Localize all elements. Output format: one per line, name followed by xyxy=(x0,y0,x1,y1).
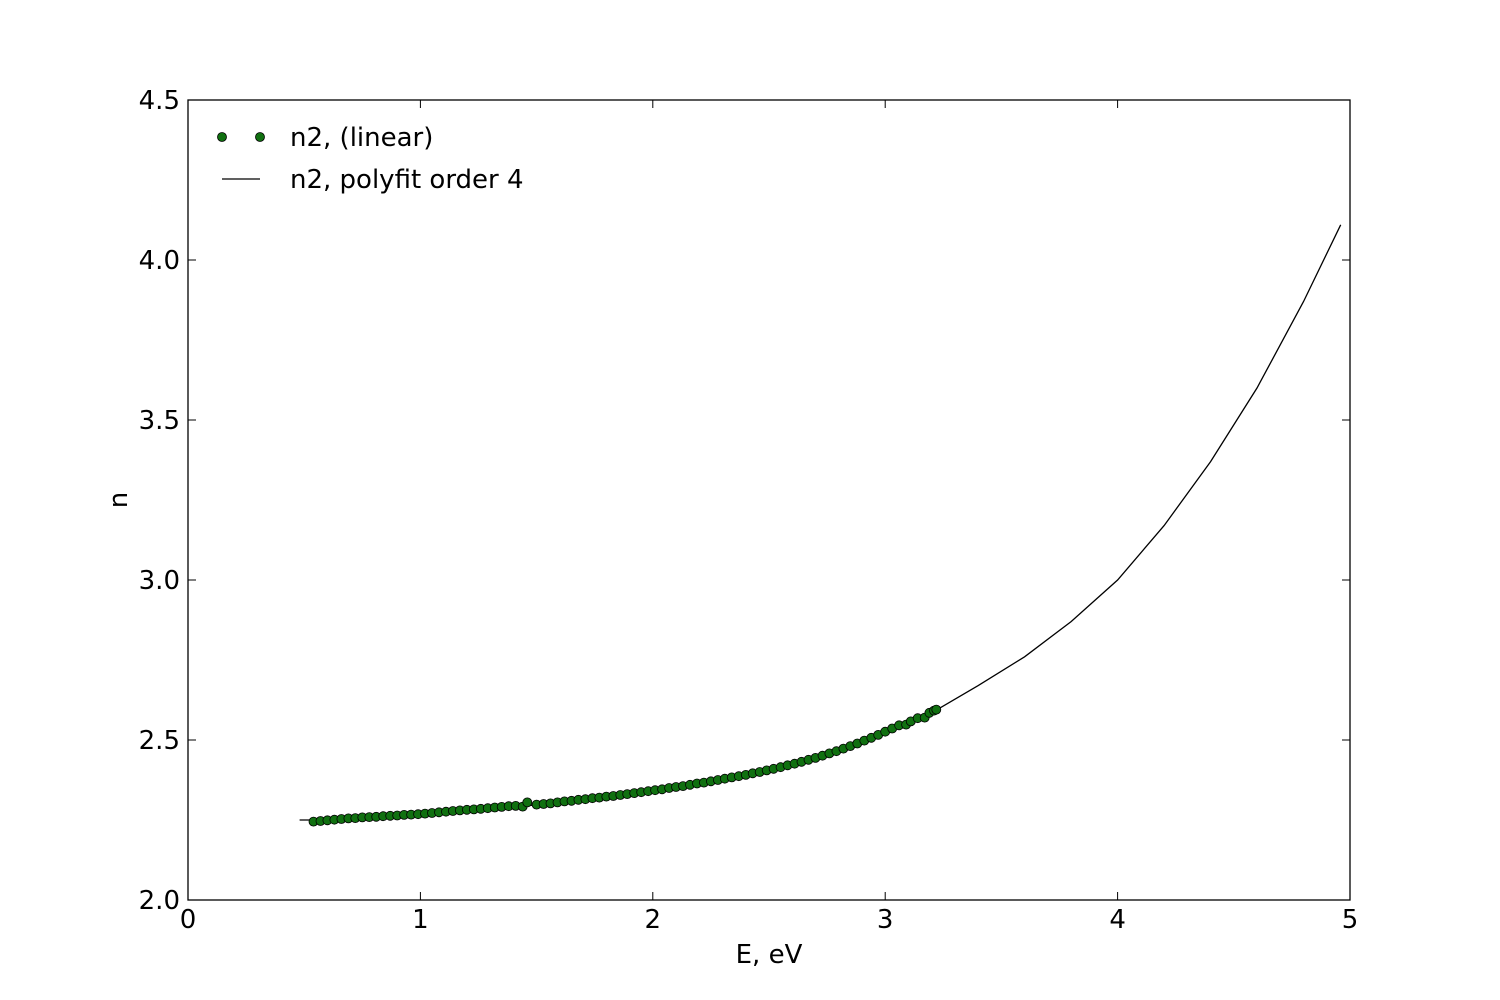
data-point xyxy=(931,704,942,715)
marker-layer xyxy=(308,704,942,827)
x-tick-label: 2 xyxy=(645,905,662,935)
y-tick-label: 4.5 xyxy=(139,86,180,116)
x-tick-label: 5 xyxy=(1342,905,1359,935)
legend-label-fit: n2, polyfit order 4 xyxy=(290,165,524,195)
plot-frame xyxy=(187,99,1351,901)
y-axis: 2.0 2.5 3.0 3.5 4.0 4.5 xyxy=(139,86,1350,916)
legend-label-markers: n2, (linear) xyxy=(290,123,433,153)
y-tick-label: 3.0 xyxy=(139,566,180,596)
x-axis-label: E, eV xyxy=(736,940,803,970)
x-axis: 0 1 2 3 4 5 xyxy=(180,100,1359,935)
y-tick-label: 2.0 xyxy=(139,886,180,916)
x-tick-label: 4 xyxy=(1109,905,1126,935)
plot-area xyxy=(188,100,1350,900)
legend-marker-icon xyxy=(217,132,227,142)
y-tick-label: 2.5 xyxy=(139,726,180,756)
legend-marker-icon xyxy=(255,132,265,142)
legend: n2, (linear) n2, polyfit order 4 xyxy=(217,123,524,195)
y-tick-label: 4.0 xyxy=(139,246,180,276)
y-tick-label: 3.5 xyxy=(139,406,180,436)
data-point xyxy=(522,797,533,808)
x-tick-label: 1 xyxy=(412,905,429,935)
x-tick-label: 3 xyxy=(877,905,894,935)
y-axis-label: n xyxy=(104,492,134,508)
x-tick-label: 0 xyxy=(180,905,197,935)
